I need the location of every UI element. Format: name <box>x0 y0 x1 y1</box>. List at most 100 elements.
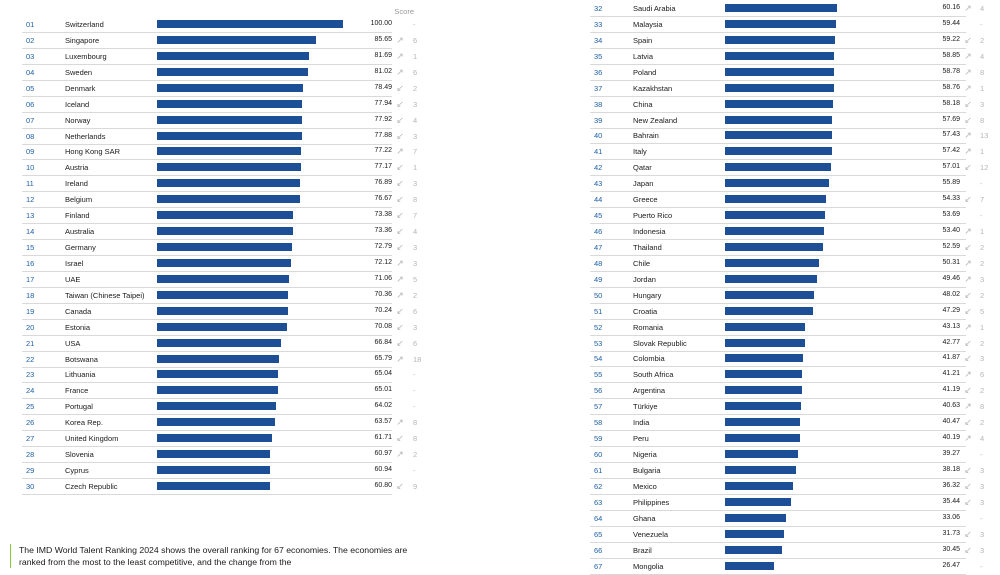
score-bar <box>725 242 823 251</box>
ranking-row: 20 Estonia 70.08 ↙ 3 <box>22 320 417 336</box>
country-name: Netherlands <box>65 131 106 141</box>
arrow-up-icon: ↗ <box>396 449 404 460</box>
score-bar <box>157 67 308 76</box>
ranking-row: 55 South Africa 41.21 ↗ 6 <box>590 367 984 384</box>
arrow-down-icon: ↙ <box>964 528 972 539</box>
score-value: 60.94 <box>374 466 392 474</box>
score-value: 55.89 <box>942 179 960 187</box>
ranking-row: 12 Belgium 76.67 ↙ 8 <box>22 192 417 209</box>
arrow-up-icon: ↗ <box>396 289 404 300</box>
score-bar <box>725 386 802 395</box>
score-value: 59.22 <box>942 35 960 43</box>
ranking-row: 41 Italy 57.42 ↗ 1 <box>590 144 984 161</box>
rank-number: 25 <box>26 402 35 412</box>
arrow-up-icon: ↗ <box>964 257 972 268</box>
arrow-down-icon: ↙ <box>396 82 404 93</box>
score-value: 63.57 <box>374 418 392 426</box>
score-value: 40.19 <box>942 434 960 442</box>
rank-number: 55 <box>594 370 603 380</box>
score-value: 33.06 <box>942 513 960 521</box>
ranking-row: 52 Romania 43.13 ↗ 1 <box>590 320 984 336</box>
score-bar <box>725 179 829 188</box>
rank-change: 4 <box>980 434 985 444</box>
rank-change: 4 <box>413 115 418 125</box>
rank-number: 01 <box>26 20 35 29</box>
ranking-row: 58 India 40.47 ↙ 2 <box>590 415 984 432</box>
country-name: Brazil <box>633 545 652 555</box>
rank-number: 16 <box>26 258 35 268</box>
rank-number: 22 <box>26 354 35 364</box>
rank-number: 42 <box>594 163 603 173</box>
country-name: China <box>633 99 653 109</box>
score-bar <box>157 35 317 44</box>
rank-change: - <box>980 513 983 523</box>
country-name: Greece <box>633 195 658 205</box>
score-bar <box>725 465 796 474</box>
score-bar <box>725 450 799 459</box>
country-name: Thailand <box>633 242 662 252</box>
rank-number: 38 <box>594 99 603 109</box>
score-bar <box>725 147 832 156</box>
rank-change: 8 <box>980 67 985 77</box>
rank-change: - <box>980 179 983 189</box>
rank-change: 1 <box>980 322 985 332</box>
rank-change: 6 <box>413 35 418 45</box>
rank-number: 41 <box>594 147 603 157</box>
rank-change: 1 <box>413 163 418 173</box>
ranking-row: 24 France 65.01 - <box>22 383 416 400</box>
score-value: 100.00 <box>370 20 392 27</box>
rank-change: 8 <box>413 418 418 428</box>
country-name: Italy <box>633 147 647 157</box>
ranking-row: 11 Ireland 76.89 ↙ 3 <box>22 176 417 193</box>
arrow-down-icon: ↙ <box>964 417 972 428</box>
country-name: Singapore <box>65 35 100 45</box>
rank-change: - <box>413 386 416 396</box>
rank-number: 11 <box>26 179 34 189</box>
score-value: 76.67 <box>374 195 392 203</box>
rank-number: 09 <box>26 147 35 157</box>
ranking-row: 53 Slovak Republic 42.77 ↙ 2 <box>590 336 984 352</box>
arrow-down-icon: ↙ <box>964 496 972 507</box>
score-value: 65.79 <box>374 354 392 362</box>
country-name: Puerto Rico <box>633 211 673 221</box>
rank-change: 3 <box>413 322 418 332</box>
arrow-down-icon: ↙ <box>964 385 972 396</box>
score-bar <box>157 370 278 379</box>
score-bar <box>157 211 294 220</box>
rank-change: 3 <box>413 258 418 268</box>
rank-number: 35 <box>594 51 603 61</box>
rank-change: 1 <box>980 147 985 157</box>
arrow-up-icon: ↗ <box>396 257 404 268</box>
country-name: Finland <box>65 211 90 221</box>
rank-change: 7 <box>980 195 985 205</box>
rank-change: 3 <box>980 545 985 555</box>
rank-change: 9 <box>413 481 418 491</box>
ranking-row: 50 Hungary 48.02 ↙ 2 <box>590 288 984 304</box>
country-name: Colombia <box>633 354 665 364</box>
score-bar <box>725 131 832 140</box>
rank-number: 51 <box>594 306 603 316</box>
arrow-up-icon: ↗ <box>396 50 404 61</box>
country-name: Jordan <box>633 274 656 284</box>
rank-change: 2 <box>980 242 985 252</box>
country-name: Portugal <box>65 402 93 412</box>
score-value: 36.32 <box>942 481 960 489</box>
arrow-down-icon: ↙ <box>964 162 972 173</box>
ranking-row: 33 Malaysia 59.44 - <box>590 17 983 33</box>
country-name: Qatar <box>633 163 652 173</box>
country-name: Sweden <box>65 67 93 77</box>
arrow-down-icon: ↙ <box>396 242 404 253</box>
rank-number: 06 <box>26 99 35 109</box>
rank-number: 49 <box>594 274 603 284</box>
country-name: Romania <box>633 322 664 332</box>
score-bar <box>725 561 775 570</box>
rank-change: 3 <box>980 354 985 364</box>
score-bar <box>725 227 825 236</box>
rank-number: 39 <box>594 115 603 125</box>
ranking-row: 57 Türkiye 40.63 ↗ 8 <box>590 399 984 416</box>
score-value: 57.43 <box>942 131 960 139</box>
score-value: 41.19 <box>942 386 960 394</box>
score-value: 53.69 <box>942 211 960 219</box>
country-name: Philippines <box>633 497 670 507</box>
rank-number: 36 <box>594 67 603 77</box>
